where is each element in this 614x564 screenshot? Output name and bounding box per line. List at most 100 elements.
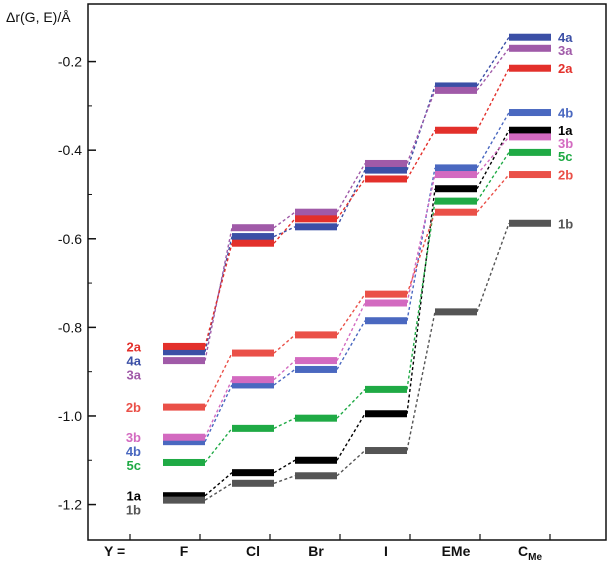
connector-3b: [336, 302, 366, 361]
connector-4b: [273, 368, 296, 386]
level-3a: [295, 208, 337, 216]
level-4b: [163, 438, 205, 446]
y-tick-label: -0.2: [58, 54, 82, 70]
connector-3b: [273, 360, 296, 381]
level-1a: [435, 185, 477, 193]
series-label-2b: 2b: [558, 168, 573, 183]
level-4a: [435, 82, 477, 90]
level-3b: [232, 376, 274, 384]
level-2a: [435, 126, 477, 134]
connector-lines: [204, 36, 510, 501]
x-axis-prefix: Y =: [104, 543, 125, 559]
connector-3a: [336, 163, 366, 213]
series-label-2a: 2a: [558, 61, 573, 76]
connector-4a: [406, 85, 436, 171]
level-5c: [509, 148, 551, 156]
connector-1a: [476, 129, 510, 190]
connector-2b: [204, 352, 233, 408]
level-4b: [509, 109, 551, 117]
level-5c: [435, 197, 477, 205]
connector-5c: [273, 417, 296, 430]
level-2b: [435, 208, 477, 216]
level-4a: [232, 233, 274, 241]
level-4a: [295, 223, 337, 231]
level-3a: [232, 224, 274, 232]
x-tick-label: EMe: [442, 543, 471, 559]
level-1b: [435, 308, 477, 316]
level-3a: [163, 357, 205, 365]
series-label-4a: 4a: [127, 353, 142, 368]
level-5c: [295, 414, 337, 422]
level-3b: [295, 357, 337, 365]
x-tick-label: I: [384, 543, 388, 559]
connector-3b: [204, 379, 233, 438]
x-tick-label: F: [180, 543, 189, 559]
connector-2b: [273, 334, 296, 354]
connector-2b: [476, 174, 510, 213]
level-3a: [435, 86, 477, 94]
level-1b: [365, 447, 407, 455]
connector-1a: [336, 413, 366, 461]
y-tick-label: -0.8: [58, 319, 82, 335]
level-4b: [365, 317, 407, 325]
level-1b: [232, 479, 274, 487]
level-5c: [163, 458, 205, 466]
connector-2a: [204, 243, 233, 347]
level-2a: [232, 239, 274, 247]
level-2b: [232, 349, 274, 357]
connector-3b: [476, 136, 510, 175]
x-tick-label: CMe: [518, 543, 542, 563]
x-tick-label: Br: [308, 543, 324, 559]
connector-4b: [336, 320, 366, 370]
series-label-3b: 3b: [558, 136, 573, 151]
connector-2a: [476, 67, 510, 131]
connector-2b: [336, 293, 366, 336]
connector-1b: [273, 475, 296, 484]
level-3a: [509, 44, 551, 52]
level-5c: [232, 424, 274, 432]
y-axis-title: Δr(G, E)/Å: [6, 9, 71, 25]
connector-1a: [204, 472, 233, 497]
level-4b: [435, 164, 477, 172]
level-2b: [365, 290, 407, 298]
series-label-5c: 5c: [558, 149, 572, 164]
energy-levels: [163, 33, 551, 504]
level-1a: [365, 410, 407, 418]
level-3b: [163, 433, 205, 441]
series-label-4a: 4a: [558, 30, 573, 45]
x-tick-label: Cl: [246, 543, 260, 559]
x-axis: Y = F Cl Br I EMe CMe: [104, 534, 551, 563]
series-label-3a: 3a: [558, 43, 573, 58]
level-1a: [509, 126, 551, 134]
connector-5c: [406, 201, 436, 390]
plot-frame: [87, 3, 607, 541]
y-tick-label: -1.0: [58, 408, 82, 424]
connector-4b: [204, 384, 233, 442]
level-1a: [295, 456, 337, 464]
level-3a: [365, 159, 407, 167]
level-5c: [365, 385, 407, 393]
level-2b: [295, 331, 337, 339]
series-label-1b: 1b: [126, 503, 141, 518]
y-tick-label: -1.2: [58, 497, 82, 513]
level-1b: [295, 472, 337, 480]
series-label-3a: 3a: [127, 367, 142, 382]
level-1b: [163, 496, 205, 504]
connector-4a: [476, 36, 510, 87]
level-1b: [509, 219, 551, 227]
connector-1b: [476, 223, 510, 313]
y-tick-label: -0.4: [58, 142, 82, 158]
level-1a: [232, 469, 274, 477]
y-axis: -1.2 -1.0 -0.8 -0.6 -0.4 -0.2: [58, 54, 96, 513]
connector-5c: [336, 388, 366, 419]
connector-2a: [406, 129, 436, 180]
connector-3a: [406, 90, 436, 164]
series-label-2a: 2a: [127, 339, 142, 354]
series-label-1b: 1b: [558, 216, 573, 231]
level-3b: [365, 299, 407, 307]
level-4b: [232, 381, 274, 389]
series-label-1a: 1a: [558, 123, 573, 138]
level-2a: [163, 342, 205, 350]
